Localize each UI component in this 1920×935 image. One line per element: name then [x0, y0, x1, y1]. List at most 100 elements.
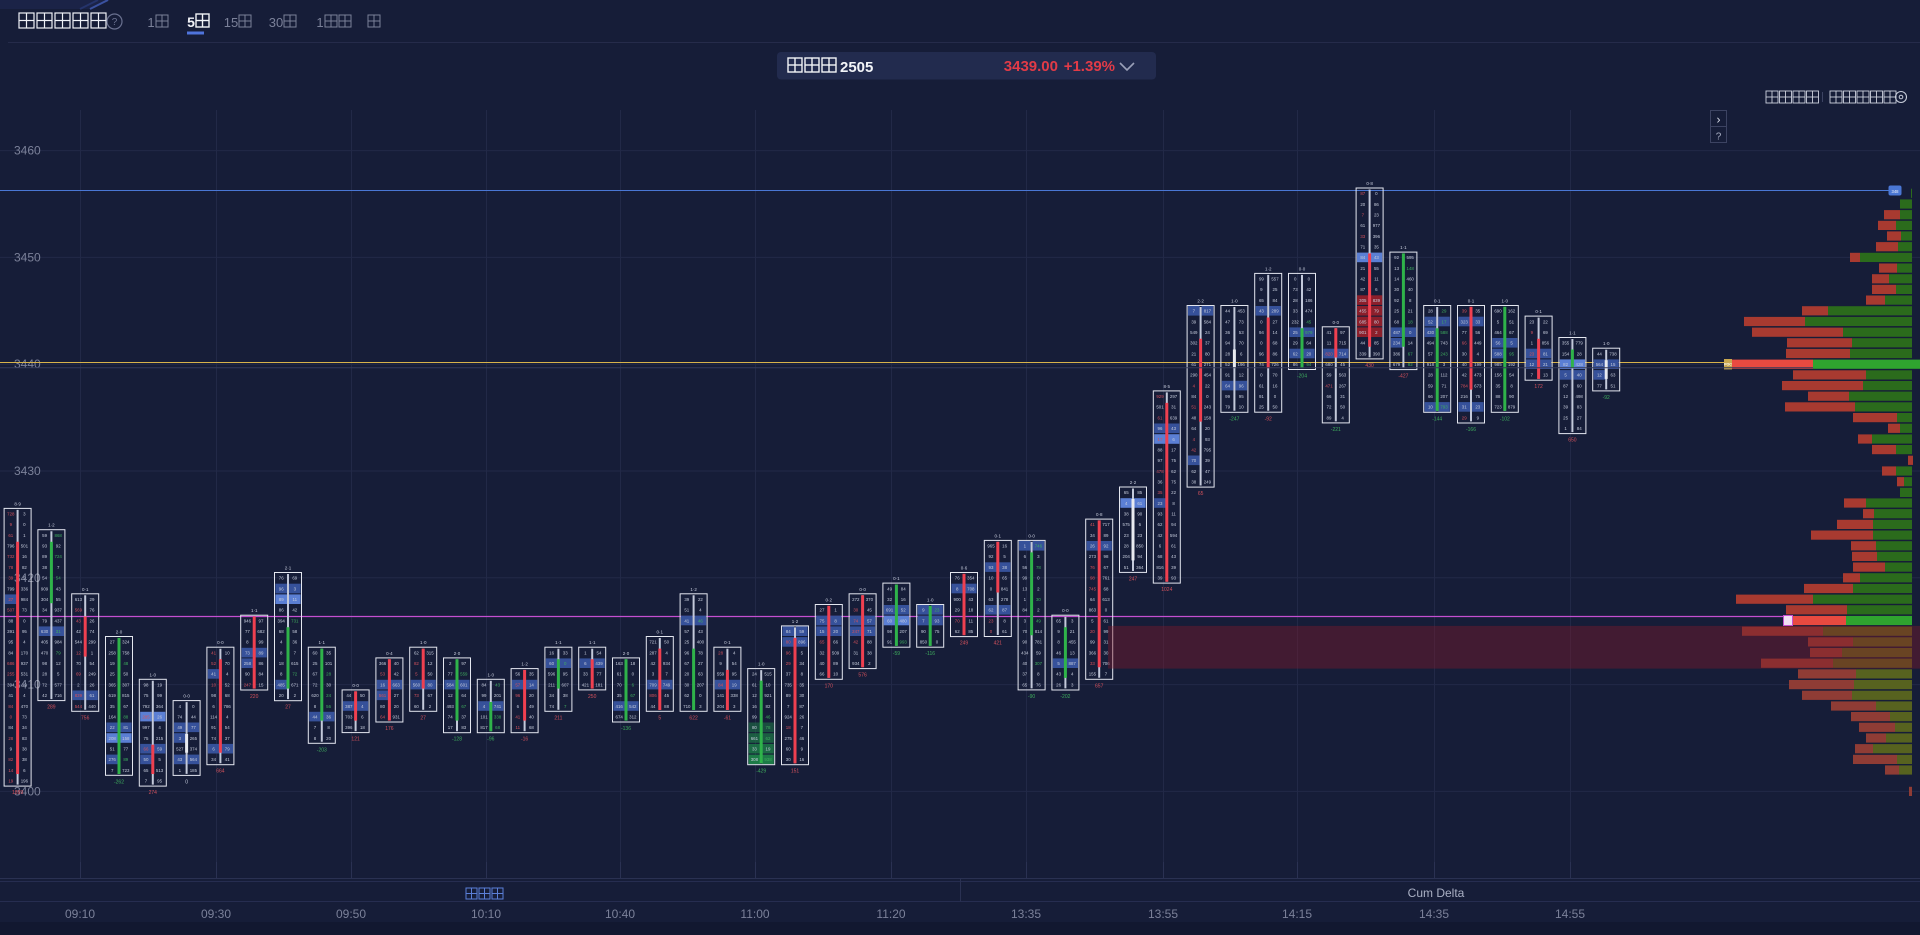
svg-text:10: 10 — [833, 672, 838, 677]
svg-text:62: 62 — [955, 629, 960, 634]
svg-text:671: 671 — [291, 682, 299, 687]
svg-text:40: 40 — [394, 661, 399, 666]
svg-text:89: 89 — [833, 661, 838, 666]
svg-text:0·0: 0·0 — [183, 694, 190, 699]
svg-text:4: 4 — [23, 693, 26, 698]
svg-text:88: 88 — [8, 618, 13, 623]
svg-text:84: 84 — [8, 704, 13, 709]
svg-text:98: 98 — [1090, 576, 1095, 581]
svg-text:756: 756 — [81, 715, 90, 721]
svg-text:33: 33 — [583, 672, 588, 677]
svg-text:0: 0 — [1409, 330, 1412, 335]
svg-text:-59: -59 — [893, 651, 900, 657]
svg-text:42: 42 — [394, 672, 399, 677]
svg-text:216: 216 — [1461, 394, 1469, 399]
svg-text:54: 54 — [732, 661, 737, 666]
svg-text:14: 14 — [1273, 330, 1278, 335]
svg-text:34: 34 — [42, 608, 47, 613]
svg-text:31: 31 — [1340, 394, 1345, 399]
svg-text:6: 6 — [584, 661, 587, 666]
svg-text:8: 8 — [801, 672, 804, 677]
svg-text:494: 494 — [1427, 341, 1435, 346]
svg-text:1: 1 — [1024, 544, 1027, 549]
svg-text:23: 23 — [1158, 501, 1163, 506]
svg-text:0·1: 0·1 — [1468, 299, 1475, 304]
svg-text:73: 73 — [414, 693, 419, 698]
svg-text:91: 91 — [1225, 373, 1230, 378]
svg-text:76: 76 — [279, 576, 284, 581]
svg-text:25: 25 — [1273, 287, 1278, 292]
svg-text:68: 68 — [495, 725, 500, 730]
svg-text:59: 59 — [157, 747, 162, 752]
svg-text:41: 41 — [211, 672, 216, 677]
svg-text:0: 0 — [23, 522, 26, 527]
svg-text:67: 67 — [313, 672, 318, 677]
svg-text:338: 338 — [731, 693, 739, 698]
svg-text:68: 68 — [1158, 554, 1163, 559]
svg-text:37: 37 — [461, 714, 466, 719]
svg-text:93: 93 — [989, 565, 994, 570]
svg-text:549: 549 — [1190, 330, 1198, 335]
svg-text:52: 52 — [1225, 362, 1230, 367]
svg-text:20: 20 — [1090, 629, 1095, 634]
svg-text:9: 9 — [719, 661, 722, 666]
svg-text:366: 366 — [379, 661, 387, 666]
svg-text:430: 430 — [1427, 330, 1435, 335]
svg-text:-61: -61 — [724, 715, 731, 721]
svg-text:82: 82 — [766, 704, 771, 709]
svg-text:89: 89 — [786, 693, 791, 698]
svg-text:61: 61 — [1002, 629, 1007, 634]
svg-text:60: 60 — [313, 650, 318, 655]
svg-text:65: 65 — [1198, 491, 1204, 497]
svg-text:64: 64 — [1191, 426, 1196, 431]
svg-text:51: 51 — [1509, 319, 1514, 324]
svg-text:97: 97 — [461, 661, 466, 666]
svg-text:23: 23 — [1475, 405, 1480, 410]
svg-text:57: 57 — [684, 629, 689, 634]
svg-text:979: 979 — [1305, 330, 1313, 335]
svg-text:72: 72 — [313, 682, 318, 687]
svg-text:51: 51 — [110, 747, 115, 752]
svg-text:79: 79 — [225, 747, 230, 752]
svg-text:0: 0 — [632, 672, 635, 677]
svg-text:61: 61 — [90, 693, 95, 698]
svg-text:9: 9 — [801, 747, 804, 752]
svg-text:2·0: 2·0 — [454, 651, 461, 656]
svg-text:65: 65 — [1124, 490, 1129, 495]
svg-text:0: 0 — [699, 693, 702, 698]
svg-text:61: 61 — [617, 672, 622, 677]
svg-text:12: 12 — [1597, 373, 1602, 378]
svg-text:51: 51 — [684, 608, 689, 613]
svg-text:44: 44 — [346, 693, 351, 698]
svg-text:75: 75 — [1171, 480, 1176, 485]
svg-text:96: 96 — [1239, 383, 1244, 388]
svg-text:1: 1 — [1531, 341, 1534, 346]
svg-text:0: 0 — [1375, 191, 1378, 196]
svg-text:74: 74 — [90, 629, 95, 634]
svg-text:7: 7 — [314, 725, 317, 730]
svg-text:41: 41 — [225, 757, 230, 762]
svg-text:14:55: 14:55 — [1555, 907, 1585, 921]
svg-text:51: 51 — [1611, 383, 1616, 388]
svg-text:934: 934 — [663, 661, 671, 666]
svg-text:59: 59 — [42, 533, 47, 538]
svg-text:47: 47 — [1205, 469, 1210, 474]
svg-text:55: 55 — [1374, 266, 1379, 271]
svg-text:97: 97 — [259, 618, 264, 623]
svg-text:0·6: 0·6 — [961, 566, 968, 571]
svg-text:39: 39 — [1171, 565, 1176, 570]
svg-text:70: 70 — [1022, 629, 1027, 634]
svg-text:559: 559 — [717, 672, 725, 677]
svg-text:564: 564 — [1596, 362, 1604, 367]
svg-text:61: 61 — [1171, 544, 1176, 549]
svg-text:67: 67 — [630, 693, 635, 698]
svg-text:49: 49 — [529, 704, 534, 709]
svg-text:64: 64 — [1090, 597, 1095, 602]
svg-text:61: 61 — [1104, 618, 1109, 623]
svg-text:56: 56 — [326, 704, 331, 709]
svg-text:289: 289 — [47, 705, 56, 711]
svg-text:1: 1 — [23, 533, 26, 538]
svg-text:46: 46 — [766, 714, 771, 719]
svg-text:997: 997 — [142, 725, 150, 730]
svg-text:68: 68 — [529, 725, 534, 730]
